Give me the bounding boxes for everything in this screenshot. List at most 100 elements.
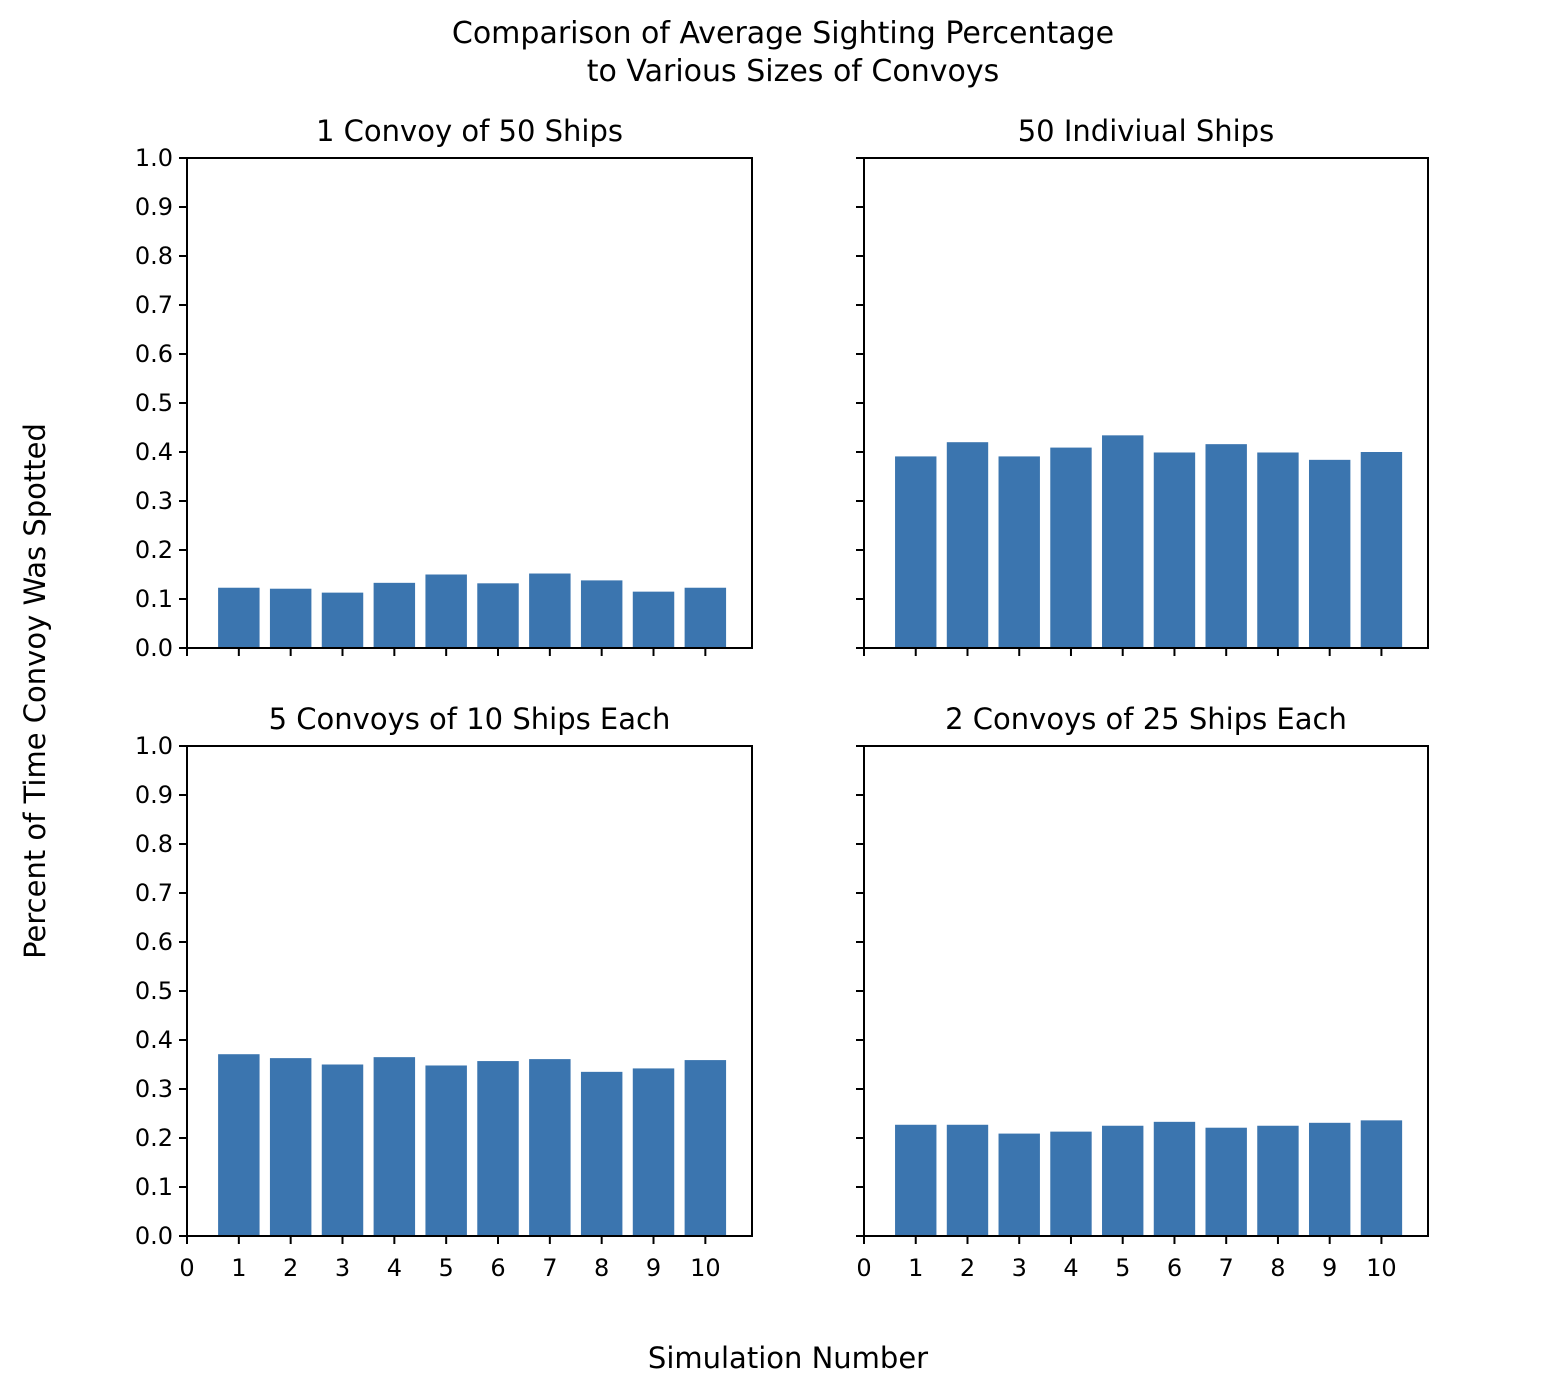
- subplot-3: 5 Convoys of 10 Ships Each 0.0 0.1 0.2 0.3 0.…: [135, 702, 753, 1282]
- y-tick-label: 0.9: [135, 781, 173, 809]
- subplot-title: 50 Indiviual Ships: [1018, 114, 1275, 148]
- subplot-4: 2 Convoys of 25 Ships Each 0 1 2 3 4 5 6 7 8 9 10: [856, 702, 1429, 1282]
- x-tick-label: 0: [856, 1254, 871, 1282]
- bar: [1360, 452, 1403, 648]
- bar: [895, 1124, 937, 1236]
- bar: [1205, 444, 1247, 648]
- x-tick-label: 1: [908, 1254, 923, 1282]
- x-tick-label: 9: [1322, 1254, 1337, 1282]
- bar: [373, 1057, 416, 1236]
- x-tick-label: 5: [1115, 1254, 1130, 1282]
- bar: [946, 442, 989, 648]
- figure-ylabel: Percent of Time Convoy Was Spotted: [18, 423, 52, 959]
- y-tick-label: 0.0: [135, 1222, 173, 1250]
- bar: [321, 592, 364, 648]
- x-tick-label: 4: [1063, 1254, 1078, 1282]
- y-tick-label: 0.3: [135, 1075, 173, 1103]
- bar: [580, 1071, 623, 1236]
- figure-xlabel: Simulation Number: [648, 1341, 928, 1375]
- bar: [1153, 452, 1196, 648]
- x-tick-label: 10: [1366, 1254, 1397, 1282]
- y-tick-label: 0.7: [135, 879, 173, 907]
- y-tick-label: 1.0: [135, 144, 173, 172]
- x-tick-label: 6: [1167, 1254, 1182, 1282]
- y-tick-label: 0.3: [135, 487, 173, 515]
- bar: [373, 582, 416, 648]
- y-tick-label: 0.1: [135, 1173, 173, 1201]
- y-tick-label: 1.0: [135, 732, 173, 760]
- x-tick-label: 0: [179, 1254, 194, 1282]
- bar: [580, 580, 623, 648]
- bar: [269, 1058, 312, 1236]
- subplot-1: 1 Convoy of 50 Ships 0.0 0.1 0.2 0.3 0.4 0.5 0.…: [135, 114, 753, 662]
- bar: [477, 583, 519, 648]
- bar: [1050, 447, 1092, 648]
- x-tick-label: 7: [1219, 1254, 1234, 1282]
- y-tick-label: 0.5: [135, 977, 173, 1005]
- bar: [218, 1054, 260, 1236]
- bar: [1153, 1121, 1196, 1236]
- y-tick-label: 0.9: [135, 193, 173, 221]
- bar: [1257, 452, 1299, 648]
- bar: [1308, 1122, 1351, 1236]
- bar: [998, 1133, 1040, 1236]
- x-tick-label: 4: [387, 1254, 402, 1282]
- y-tick-label: 0.1: [135, 585, 173, 613]
- bar: [529, 1059, 571, 1236]
- figure-title-line1: Comparison of Average Sighting Percentag…: [452, 16, 1114, 51]
- bar: [1308, 459, 1351, 648]
- bar: [425, 1065, 467, 1236]
- bar: [1205, 1127, 1247, 1236]
- bar: [477, 1061, 519, 1236]
- axes-frame: [863, 745, 1429, 1237]
- bar: [998, 456, 1040, 648]
- bar: [632, 591, 675, 648]
- axes-frame: [186, 745, 753, 1237]
- y-tick-label: 0.0: [135, 634, 173, 662]
- bar: [1102, 1125, 1144, 1236]
- bar: [1360, 1120, 1403, 1236]
- bar: [684, 587, 727, 648]
- bar: [632, 1068, 675, 1236]
- subplot-panels: 1 Convoy of 50 Ships 0.0 0.1 0.2 0.3 0.4 0.5 0.…: [135, 114, 1429, 1282]
- y-tick-label: 0.8: [135, 830, 173, 858]
- x-tick-label: 2: [283, 1254, 298, 1282]
- x-tick-label: 3: [335, 1254, 350, 1282]
- x-tick-label: 6: [490, 1254, 505, 1282]
- x-tick-label: 3: [1012, 1254, 1027, 1282]
- subplot-title: 2 Convoys of 25 Ships Each: [945, 702, 1347, 736]
- axes-frame: [186, 157, 753, 649]
- axes-frame: [863, 157, 1429, 649]
- subplot-2: 50 Indiviual Ships: [856, 114, 1429, 656]
- x-tick-label: 7: [542, 1254, 557, 1282]
- y-tick-label: 0.4: [135, 438, 173, 466]
- x-tick-label: 5: [439, 1254, 454, 1282]
- bar: [321, 1064, 364, 1236]
- bar: [684, 1060, 727, 1236]
- y-tick-label: 0.5: [135, 389, 173, 417]
- bar: [895, 456, 937, 648]
- bar: [269, 588, 312, 648]
- bar: [1102, 435, 1144, 648]
- x-tick-label: 9: [646, 1254, 661, 1282]
- y-tick-label: 0.7: [135, 291, 173, 319]
- y-tick-label: 0.2: [135, 1124, 173, 1152]
- subplot-title: 5 Convoys of 10 Ships Each: [269, 702, 671, 736]
- bar: [1257, 1125, 1299, 1236]
- y-tick-label: 0.6: [135, 928, 173, 956]
- y-tick-label: 0.8: [135, 242, 173, 270]
- bar: [1050, 1131, 1092, 1236]
- figure-title-line2: to Various Sizes of Convoys: [587, 54, 999, 89]
- x-tick-label: 2: [960, 1254, 975, 1282]
- subplot-title: 1 Convoy of 50 Ships: [316, 114, 623, 148]
- y-tick-label: 0.6: [135, 340, 173, 368]
- y-tick-label: 0.2: [135, 536, 173, 564]
- x-tick-label: 8: [594, 1254, 609, 1282]
- x-tick-label: 10: [690, 1254, 721, 1282]
- bar: [529, 573, 571, 648]
- x-tick-label: 8: [1270, 1254, 1285, 1282]
- x-tick-label: 1: [231, 1254, 246, 1282]
- y-tick-label: 0.4: [135, 1026, 173, 1054]
- bar: [425, 574, 467, 648]
